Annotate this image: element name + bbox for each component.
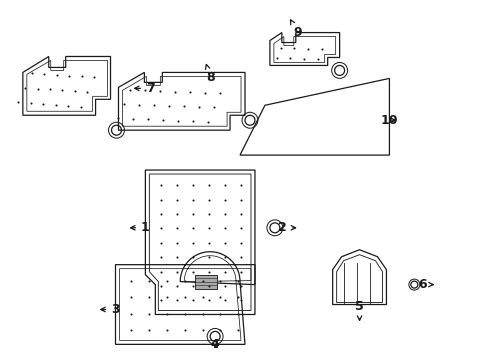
Bar: [195, 275, 217, 289]
Text: 6: 6: [417, 278, 432, 291]
Text: 2: 2: [278, 221, 295, 234]
Text: 3: 3: [101, 303, 120, 316]
Text: 9: 9: [290, 20, 302, 39]
Text: 5: 5: [354, 300, 363, 320]
Text: 8: 8: [205, 64, 214, 84]
Text: 4: 4: [210, 338, 219, 351]
Text: 7: 7: [134, 82, 154, 95]
Text: 10: 10: [380, 114, 397, 127]
Text: 1: 1: [130, 221, 149, 234]
